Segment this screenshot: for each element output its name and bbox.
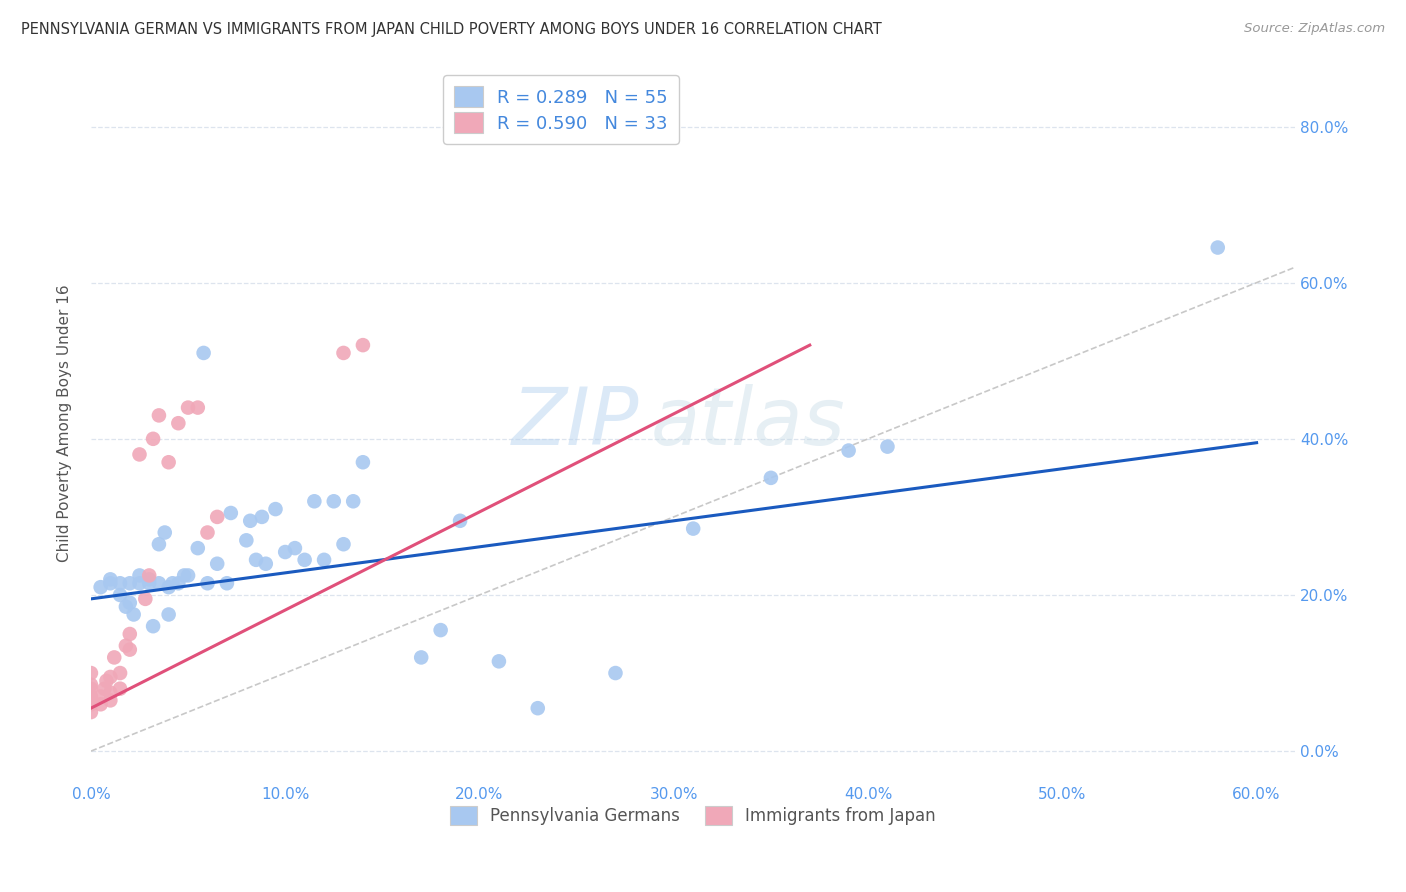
Point [98, 573, 121, 587]
Point [115, 639, 138, 653]
Y-axis label: Child Poverty Among Boys Under 16: Child Poverty Among Boys Under 16 [58, 285, 72, 562]
Point [162, 576, 184, 591]
Point [142, 619, 165, 633]
Point [98, 670, 121, 684]
Point [80, 698, 103, 712]
Point [1206, 241, 1229, 255]
Point [157, 607, 180, 622]
Point [115, 599, 138, 614]
Point [239, 514, 262, 528]
Point [429, 623, 451, 637]
Point [254, 557, 277, 571]
Point [193, 346, 215, 360]
Text: Source: ZipAtlas.com: Source: ZipAtlas.com [1244, 22, 1385, 36]
Point [332, 537, 354, 551]
Point [488, 654, 510, 668]
Point [332, 346, 354, 360]
Point [80, 678, 103, 692]
Point [80, 666, 103, 681]
Point [284, 541, 307, 555]
Point [250, 509, 273, 524]
Text: ZIP: ZIP [512, 384, 638, 462]
Point [98, 693, 121, 707]
Point [304, 494, 326, 508]
Point [177, 568, 200, 582]
Legend: Pennsylvania Germans, Immigrants from Japan: Pennsylvania Germans, Immigrants from Ja… [440, 796, 946, 835]
Point [138, 576, 160, 591]
Point [128, 568, 150, 582]
Point [108, 576, 131, 591]
Point [80, 690, 103, 704]
Point [98, 685, 121, 699]
Point [876, 440, 898, 454]
Point [352, 338, 374, 352]
Point [118, 576, 141, 591]
Point [312, 553, 335, 567]
Point [235, 533, 257, 548]
Point [759, 471, 782, 485]
Point [682, 522, 704, 536]
Point [177, 401, 200, 415]
Point [153, 525, 176, 540]
Point [118, 596, 141, 610]
Point [264, 502, 287, 516]
Point [142, 432, 165, 446]
Point [245, 553, 267, 567]
Point [526, 701, 548, 715]
Point [108, 666, 131, 681]
Point [411, 650, 433, 665]
Point [122, 607, 145, 622]
Point [219, 506, 242, 520]
Point [128, 576, 150, 591]
Point [108, 588, 131, 602]
Point [128, 447, 150, 461]
Point [103, 650, 125, 665]
Point [148, 409, 170, 423]
Point [187, 541, 209, 555]
Point [838, 443, 860, 458]
Point [449, 514, 471, 528]
Text: PENNSYLVANIA GERMAN VS IMMIGRANTS FROM JAPAN CHILD POVERTY AMONG BOYS UNDER 16 C: PENNSYLVANIA GERMAN VS IMMIGRANTS FROM J… [21, 22, 882, 37]
Point [157, 455, 180, 469]
Point [90, 690, 112, 704]
Text: atlas: atlas [651, 384, 846, 462]
Point [93, 681, 115, 696]
Point [157, 580, 180, 594]
Point [167, 416, 190, 430]
Point [605, 666, 627, 681]
Point [90, 580, 112, 594]
Point [118, 627, 141, 641]
Point [294, 553, 316, 567]
Point [80, 681, 103, 696]
Point [197, 525, 219, 540]
Point [173, 568, 195, 582]
Point [134, 591, 156, 606]
Point [342, 494, 364, 508]
Point [98, 576, 121, 591]
Point [215, 576, 238, 591]
Point [118, 642, 141, 657]
Point [138, 573, 160, 587]
Point [108, 681, 131, 696]
Point [322, 494, 344, 508]
Point [274, 545, 297, 559]
Point [187, 401, 209, 415]
Point [96, 673, 118, 688]
Point [167, 576, 190, 591]
Point [148, 537, 170, 551]
Point [138, 568, 160, 582]
Point [205, 557, 228, 571]
Point [90, 698, 112, 712]
Point [80, 693, 103, 707]
Point [197, 576, 219, 591]
Point [80, 705, 103, 719]
Point [352, 455, 374, 469]
Point [148, 576, 170, 591]
Point [205, 509, 228, 524]
